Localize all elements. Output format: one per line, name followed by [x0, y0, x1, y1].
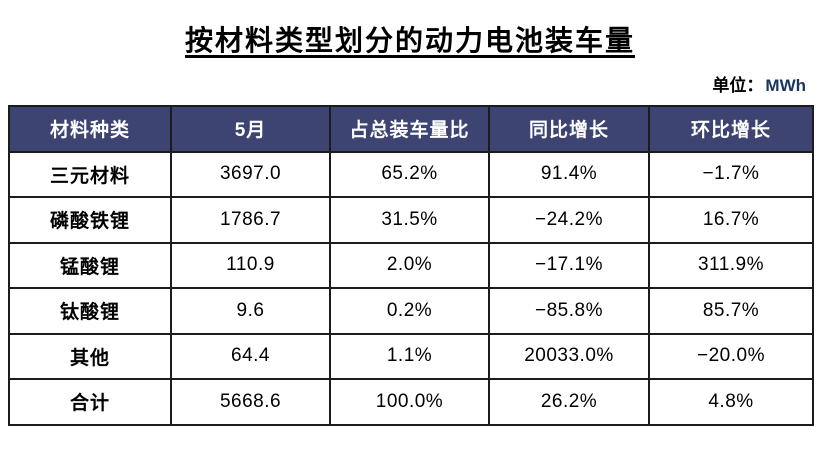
- table-cell: −17.1%: [488, 241, 650, 289]
- table-cell: 4.8%: [648, 378, 814, 426]
- table-header: 材料种类 5月 占总装车量比 同比增长 环比增长: [8, 105, 814, 153]
- page-title: 按材料类型划分的动力电池装车量: [184, 25, 635, 56]
- table-cell: 2.0%: [329, 241, 490, 289]
- table-cell: 3697.0: [170, 150, 331, 198]
- row-label: 磷酸铁锂: [8, 196, 172, 244]
- table-cell: 100.0%: [329, 378, 490, 426]
- unit-label: 单位：: [712, 76, 764, 95]
- table-cell: −1.7%: [648, 150, 814, 198]
- table-cell: 9.6: [170, 287, 331, 335]
- table-cell: −20.0%: [648, 332, 814, 380]
- table-cell: 311.9%: [648, 241, 814, 289]
- table-cell: −85.8%: [488, 287, 650, 335]
- column-header: 占总装车量比: [329, 105, 490, 153]
- table-cell: −24.2%: [488, 196, 650, 244]
- table-cell: 1.1%: [329, 332, 490, 380]
- table-cell: 65.2%: [329, 150, 490, 198]
- table-row: 磷酸铁锂 1786.7 31.5% −24.2% 16.7%: [8, 196, 814, 244]
- column-header: 材料种类: [8, 105, 172, 153]
- table-cell: 91.4%: [488, 150, 650, 198]
- table-cell: 85.7%: [648, 287, 814, 335]
- table-cell: 16.7%: [648, 196, 814, 244]
- table-row: 合计 5668.6 100.0% 26.2% 4.8%: [8, 378, 814, 426]
- table-cell: 64.4: [170, 332, 331, 380]
- table-header-row: 材料种类 5月 占总装车量比 同比增长 环比增长: [8, 105, 814, 153]
- row-label: 其他: [8, 332, 172, 380]
- row-label: 合计: [8, 378, 172, 426]
- table-cell: 110.9: [170, 241, 331, 289]
- column-header: 5月: [170, 105, 331, 153]
- table-body: 三元材料 3697.0 65.2% 91.4% −1.7% 磷酸铁锂 1786.7 31.5%…: [8, 150, 814, 426]
- table-row: 其他 64.4 1.1% 20033.0% −20.0%: [8, 332, 814, 380]
- table-cell: 31.5%: [329, 196, 490, 244]
- row-label: 三元材料: [8, 150, 172, 198]
- table-row: 三元材料 3697.0 65.2% 91.4% −1.7%: [8, 150, 814, 198]
- unit-line: 单位： MWh: [0, 59, 820, 105]
- table-cell: 20033.0%: [488, 332, 650, 380]
- table-row: 锰酸锂 110.9 2.0% −17.1% 311.9%: [8, 241, 814, 289]
- table-row: 钛酸锂 9.6 0.2% −85.8% 85.7%: [8, 287, 814, 335]
- table-cell: 1786.7: [170, 196, 331, 244]
- table-cell: 0.2%: [329, 287, 490, 335]
- row-label: 锰酸锂: [8, 241, 172, 289]
- column-header: 环比增长: [648, 105, 814, 153]
- row-label: 钛酸锂: [8, 287, 172, 335]
- column-header: 同比增长: [488, 105, 650, 153]
- unit-value: MWh: [765, 76, 806, 95]
- materials-table: 材料种类 5月 占总装车量比 同比增长 环比增长 三元材料 3697.0 65.2% 91.4…: [8, 105, 814, 426]
- table-cell: 26.2%: [488, 378, 650, 426]
- table-cell: 5668.6: [170, 378, 331, 426]
